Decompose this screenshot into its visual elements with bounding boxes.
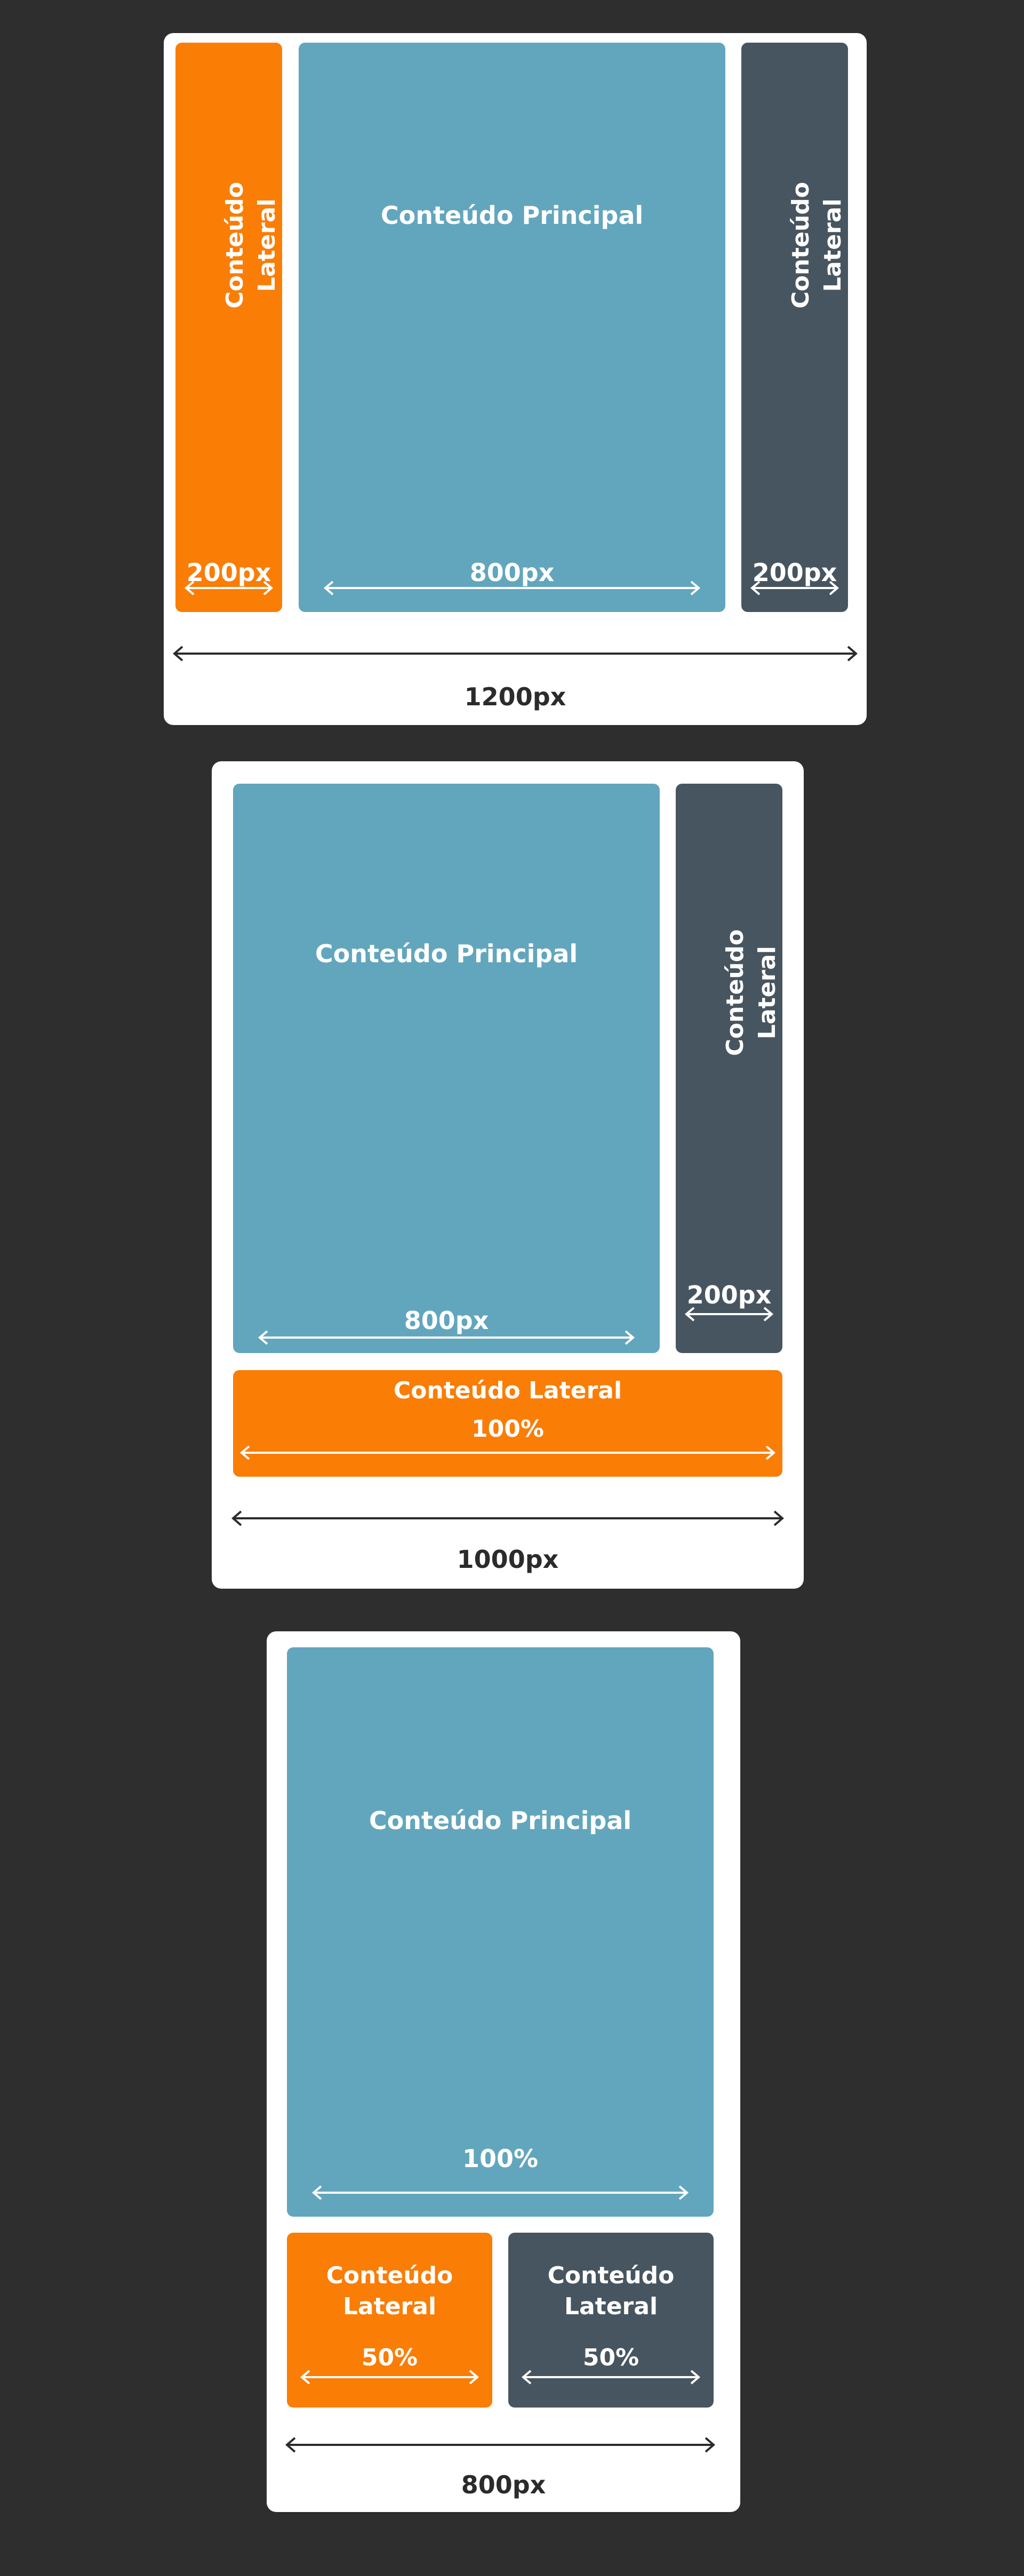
left-sidebar-width-label: 50% [361,2344,418,2371]
layout-800-card: Conteúdo Principal 100% Conteúdo Lateral… [267,1631,740,2512]
layout-1200-card: Conteúdo Lateral 200px Conteúdo Principa… [164,33,867,725]
bottom-sidebar: Conteúdo Lateral 100% [233,1370,782,1477]
right-sidebar-title-line2: Lateral [564,2293,658,2320]
left-sidebar-title: Conteúdo Lateral [221,182,281,309]
total-width-arrow [231,1510,785,1526]
main-content-width-label: 800px [469,558,555,587]
right-sidebar: Conteúdo Lateral 50% [508,2233,714,2408]
layout-1000-card: Conteúdo Principal 800px Conteúdo Latera… [212,761,804,1589]
left-sidebar-width-arrow [300,2370,479,2385]
main-content-title: Conteúdo Principal [380,201,644,230]
main-content-width-label: 100% [462,2144,539,2173]
bottom-sidebar-width-arrow [239,1445,776,1460]
main-content-width-label: 800px [404,1306,489,1335]
bottom-sidebar-width-label: 100% [471,1415,544,1443]
left-sidebar: Conteúdo Lateral 50% [287,2233,492,2408]
right-sidebar-title: Conteúdo Lateral [787,182,846,309]
left-sidebar-width-arrow [184,581,274,595]
main-content-width-arrow [258,1330,635,1345]
right-sidebar-width-label: 50% [582,2344,639,2371]
main-content-title: Conteúdo Principal [369,1806,632,1835]
right-sidebar: Conteúdo Lateral 200px [676,784,782,1353]
left-sidebar-title-line1: Conteúdo [326,2262,453,2289]
right-sidebar-width-arrow [684,1307,774,1322]
bottom-sidebar-title: Conteúdo Lateral [393,1377,622,1404]
right-sidebar-title: Conteúdo Lateral [722,929,781,1056]
right-sidebar-width-label: 200px [686,1281,772,1309]
total-width-arrow [285,2437,716,2453]
total-width-arrow [172,646,858,662]
main-content: Conteúdo Principal 800px [233,784,660,1353]
left-sidebar: Conteúdo Lateral 200px [175,43,282,612]
main-content: Conteúdo Principal 800px [299,43,725,612]
total-width-label: 1000px [457,1545,559,1574]
total-width-label: 800px [461,2470,546,2499]
left-sidebar-width-label: 200px [186,558,271,587]
total-width-label: 1200px [464,682,566,711]
main-content-title: Conteúdo Principal [315,939,578,968]
right-sidebar-title-line1: Conteúdo [547,2262,675,2289]
right-sidebar-width-arrow [521,2370,701,2385]
main-content: Conteúdo Principal 100% [287,1647,714,2217]
left-sidebar-title-line2: Lateral [342,2293,437,2320]
right-sidebar: Conteúdo Lateral 200px [741,43,848,612]
main-content-width-arrow [323,581,701,595]
right-sidebar-width-label: 200px [752,558,837,587]
right-sidebar-width-arrow [750,581,839,595]
main-content-width-arrow [311,2185,689,2200]
